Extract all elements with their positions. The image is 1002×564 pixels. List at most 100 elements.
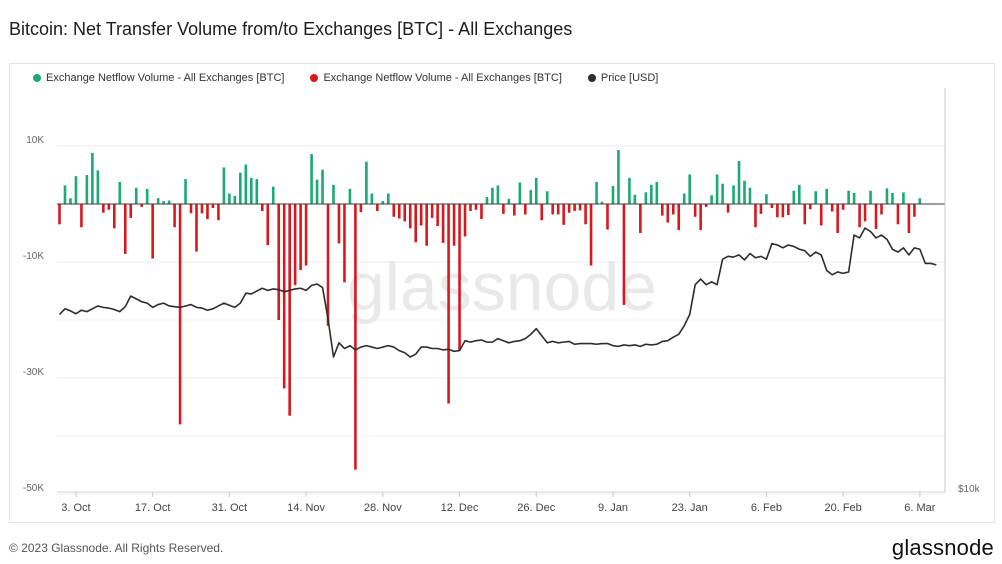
netflow-bar [726, 204, 730, 213]
netflow-bar [392, 204, 396, 217]
netflow-bar [650, 184, 653, 204]
netflow-bar [830, 204, 834, 212]
legend-dot-green-icon [33, 74, 41, 82]
netflow-bar [85, 175, 89, 204]
netflow-bar [217, 204, 220, 221]
netflow-bar [759, 204, 763, 214]
x-tick-label: 12. Dec [441, 502, 479, 514]
netflow-bar [151, 204, 154, 259]
netflow-bar [693, 204, 697, 217]
netflow-bar [304, 204, 308, 266]
chart-legend: Exchange Netflow Volume - All Exchanges … [33, 72, 658, 84]
netflow-bar [798, 184, 801, 204]
netflow-bar [819, 204, 823, 226]
netflow-bar [447, 204, 450, 404]
netflow-bar [452, 204, 456, 246]
netflow-bar [529, 190, 533, 204]
netflow-bar [337, 204, 341, 244]
netflow-bar [502, 204, 505, 214]
netflow-bar [507, 198, 511, 204]
netflow-bar [403, 204, 407, 222]
netflow-bar [288, 204, 291, 416]
watermark: glassnode [347, 249, 657, 325]
footer-copyright: © 2023 Glassnode. All Rights Reserved. [9, 541, 224, 555]
netflow-bar [365, 161, 368, 204]
netflow-bar [715, 174, 719, 204]
netflow-bar [244, 164, 248, 204]
x-tick-label: 14. Nov [287, 502, 325, 514]
legend-item-outflow[interactable]: Exchange Netflow Volume - All Exchanges … [310, 72, 562, 84]
netflow-bar [58, 204, 61, 225]
legend-dot-black-icon [587, 74, 596, 82]
netflow-bar [436, 204, 439, 227]
netflow-bar [847, 190, 850, 204]
netflow-bar [534, 177, 538, 204]
netflow-bar [578, 204, 582, 211]
netflow-bar [858, 204, 861, 228]
netflow-bar [293, 204, 297, 286]
page-title: Bitcoin: Net Transfer Volume from/to Exc… [9, 19, 573, 39]
netflow-bar [480, 204, 483, 220]
netflow-bar [792, 190, 796, 204]
x-tick-label: 9. Jan [598, 502, 628, 514]
netflow-bar [419, 204, 423, 226]
netflow-bar [310, 154, 313, 204]
netflow-bar [123, 204, 127, 254]
netflow-bar [874, 204, 878, 229]
netflow-bar [162, 201, 165, 204]
x-tick-label: 17. Oct [135, 502, 170, 514]
netflow-bar [266, 204, 270, 246]
netflow-bar [299, 204, 302, 271]
netflow-bar [748, 187, 752, 204]
netflow-bar [671, 204, 675, 215]
netflow-bar [107, 204, 111, 210]
netflow-bar [491, 187, 494, 204]
netflow-bar [567, 204, 571, 213]
netflow-bar [545, 191, 549, 204]
netflow-bar [496, 185, 500, 204]
netflow-bar [721, 183, 724, 204]
netflow-bar [540, 204, 544, 221]
netflow-bar [326, 204, 330, 326]
netflow-bar [787, 204, 790, 216]
netflow-bar [896, 204, 900, 225]
netflow-bar [156, 198, 160, 204]
netflow-bar [260, 204, 264, 211]
footer-logo[interactable]: glassnode [891, 535, 994, 560]
netflow-bar [370, 193, 374, 204]
netflow-bar [518, 182, 522, 204]
netflow-bar [885, 188, 889, 204]
netflow-bar [814, 191, 818, 204]
netflow-bar [562, 204, 565, 225]
netflow-bar [803, 204, 807, 225]
netflow-bar [239, 172, 242, 204]
netflow-bar [524, 204, 527, 215]
netflow-bar [589, 204, 593, 266]
legend-label-inflow: Exchange Netflow Volume - All Exchanges … [46, 72, 285, 84]
netflow-bar [655, 181, 659, 204]
x-tick-label: 20. Feb [824, 502, 861, 514]
netflow-bar [250, 177, 253, 204]
netflow-bar [430, 204, 434, 218]
netflow-bar [184, 179, 187, 204]
netflow-bar [222, 167, 226, 204]
netflow-bar [200, 204, 204, 214]
netflow-bar [907, 204, 911, 233]
netflow-bar [918, 198, 922, 204]
legend-label-price: Price [USD] [600, 72, 659, 84]
netflow-bar [206, 204, 209, 220]
netflow-bar [271, 186, 275, 204]
netflow-bar [551, 204, 554, 215]
netflow-bar [639, 204, 642, 233]
netflow-bar [841, 204, 845, 210]
netflow-bar [195, 204, 198, 252]
netflow-bar [408, 204, 412, 229]
netflow-bar [134, 187, 138, 204]
legend-item-inflow[interactable]: Exchange Netflow Volume - All Exchanges … [33, 72, 284, 84]
netflow-bar [704, 204, 708, 207]
legend-dot-red-icon [310, 74, 319, 82]
netflow-bars [58, 150, 922, 470]
netflow-bar [397, 204, 401, 219]
legend-item-price[interactable]: Price [USD] [587, 72, 659, 84]
